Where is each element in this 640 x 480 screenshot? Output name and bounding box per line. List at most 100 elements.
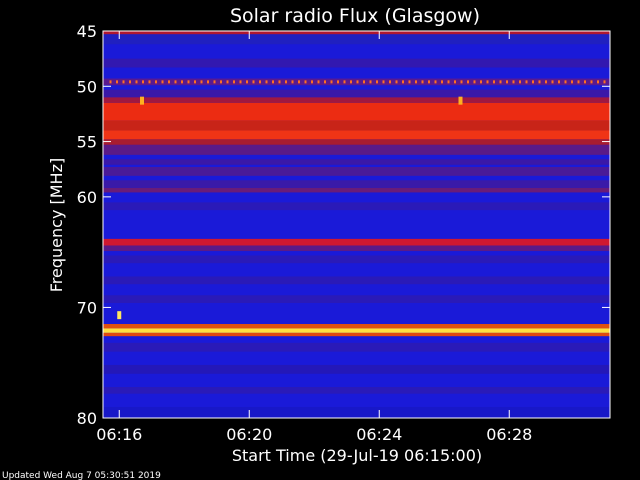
interference-dot-50 xyxy=(434,80,437,84)
interference-dot-67 xyxy=(545,80,547,84)
interference-dot-28 xyxy=(291,80,294,84)
interference-dot-19 xyxy=(233,80,235,84)
interference-dot-0 xyxy=(109,80,112,84)
x-tick-label-0: 06:16 xyxy=(96,425,142,444)
interference-dot-61 xyxy=(506,80,508,84)
interference-dot-26 xyxy=(278,80,281,84)
interference-dot-7 xyxy=(155,80,157,84)
frequency-band-13 xyxy=(103,180,610,189)
interference-dot-6 xyxy=(148,80,151,84)
interference-dot-74 xyxy=(590,80,593,84)
interference-dot-51 xyxy=(441,80,443,84)
y-axis-label: Frequency [MHz] xyxy=(47,158,66,292)
burst-marker-2 xyxy=(458,96,463,105)
interference-dot-31 xyxy=(311,80,313,84)
interference-dot-30 xyxy=(304,80,307,84)
frequency-band-8 xyxy=(103,130,610,140)
interference-dot-34 xyxy=(330,80,333,84)
frequency-band-15 xyxy=(103,202,610,211)
frequency-band-6 xyxy=(103,102,610,121)
interference-dot-14 xyxy=(200,80,203,84)
interference-dot-42 xyxy=(382,80,385,84)
x-tick-label-3: 06:28 xyxy=(486,425,532,444)
interference-dot-53 xyxy=(454,80,456,84)
interference-dot-5 xyxy=(142,80,144,84)
frequency-band-14 xyxy=(103,188,610,193)
x-tick-label-1: 06:20 xyxy=(226,425,272,444)
frequency-band-7 xyxy=(103,120,610,131)
frequency-band-2 xyxy=(103,58,610,68)
interference-dot-58 xyxy=(486,80,489,84)
interference-dot-16 xyxy=(213,80,216,84)
interference-dot-27 xyxy=(285,80,287,84)
interference-dot-3 xyxy=(129,80,131,84)
frequency-band-17 xyxy=(103,245,610,252)
frequency-band-23 xyxy=(103,332,610,337)
x-axis-ticks: 06:16 06:20 06:24 06:28 xyxy=(96,31,532,444)
frequency-band-19 xyxy=(103,276,610,285)
frequency-band-25 xyxy=(103,364,610,374)
burst-marker-0 xyxy=(117,311,122,320)
interference-dot-57 xyxy=(480,80,482,84)
interference-dot-48 xyxy=(421,80,424,84)
interference-dot-66 xyxy=(538,80,541,84)
y-tick-label-2: 55 xyxy=(77,133,97,152)
frequency-band-21 xyxy=(103,324,610,329)
interference-dot-63 xyxy=(519,80,521,84)
plot-frame xyxy=(102,30,611,419)
frequency-band-24 xyxy=(103,342,610,352)
interference-dot-43 xyxy=(389,80,391,84)
interference-dot-9 xyxy=(168,80,170,84)
y-tick-label-0: 45 xyxy=(77,22,97,41)
frequency-band-0 xyxy=(103,31,610,35)
interference-dot-12 xyxy=(187,80,190,84)
interference-dot-35 xyxy=(337,80,339,84)
interference-dot-49 xyxy=(428,80,430,84)
interference-dot-20 xyxy=(239,80,242,84)
interference-dot-41 xyxy=(376,80,378,84)
y-axis-ticks: 45 50 55 60 70 80 xyxy=(77,22,610,428)
interference-dot-21 xyxy=(246,80,248,84)
interference-dot-52 xyxy=(447,80,450,84)
frequency-band-26 xyxy=(103,387,610,394)
interference-dot-23 xyxy=(259,80,261,84)
interference-dot-18 xyxy=(226,80,229,84)
interference-dot-69 xyxy=(558,80,560,84)
interference-dot-55 xyxy=(467,80,469,84)
burst-markers xyxy=(117,96,463,320)
interference-dot-15 xyxy=(207,80,209,84)
y-tick-label-5: 80 xyxy=(77,409,97,428)
interference-dot-37 xyxy=(350,80,352,84)
interference-dot-60 xyxy=(499,80,502,84)
interference-dot-row xyxy=(109,80,606,84)
frequency-band-16 xyxy=(103,238,610,246)
frequency-band-10 xyxy=(103,144,610,155)
spectrogram-background xyxy=(103,31,610,418)
interference-dot-62 xyxy=(512,80,515,84)
interference-dot-54 xyxy=(460,80,463,84)
interference-dot-44 xyxy=(395,80,398,84)
frequency-band-11 xyxy=(103,159,610,165)
interference-dot-40 xyxy=(369,80,372,84)
interference-dot-46 xyxy=(408,80,411,84)
y-tick-label-1: 50 xyxy=(77,77,97,96)
interference-dot-64 xyxy=(525,80,528,84)
interference-dot-4 xyxy=(135,80,138,84)
updated-timestamp: Updated Wed Aug 7 05:30:51 2019 xyxy=(2,471,161,480)
interference-dot-13 xyxy=(194,80,196,84)
interference-dot-45 xyxy=(402,80,404,84)
frequency-band-12 xyxy=(103,167,610,176)
frequency-band-22 xyxy=(103,328,610,333)
interference-dot-65 xyxy=(532,80,534,84)
interference-dot-56 xyxy=(473,80,476,84)
interference-dot-22 xyxy=(252,80,255,84)
frequency-band-1 xyxy=(103,34,610,45)
interference-dot-33 xyxy=(324,80,326,84)
interference-dot-2 xyxy=(122,80,125,84)
y-tick-label-4: 70 xyxy=(77,298,97,317)
burst-marker-1 xyxy=(140,96,144,105)
interference-dot-17 xyxy=(220,80,222,84)
interference-dot-11 xyxy=(181,80,183,84)
interference-dot-8 xyxy=(161,80,164,84)
